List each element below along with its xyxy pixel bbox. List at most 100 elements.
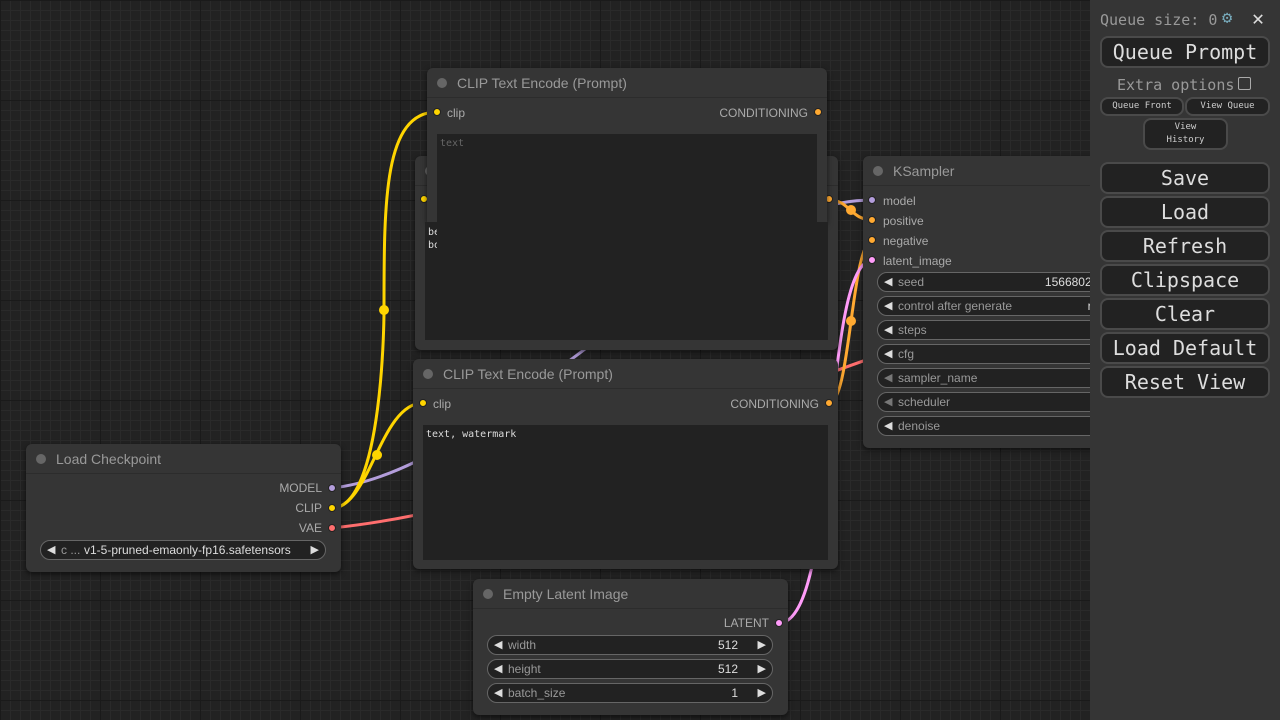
queue-front-button[interactable]: Queue Front — [1100, 97, 1184, 116]
text-line: bo — [428, 240, 441, 251]
node-title[interactable]: CLIP Text Encode (Prompt) — [413, 359, 838, 389]
collapse-dot[interactable] — [36, 454, 46, 464]
vae-output-slot[interactable] — [328, 524, 336, 532]
arrow-left-icon[interactable]: ◀ — [47, 544, 56, 556]
node-title-text: Load Checkpoint — [56, 451, 162, 467]
model-output-slot[interactable] — [328, 484, 336, 492]
widget-label: seed — [898, 275, 925, 289]
denoise-widget[interactable]: ◀ denoise — [877, 416, 1137, 436]
ksampler-node[interactable]: KSampler model positive negative latent_ima… — [863, 156, 1137, 448]
widget-value: 512 — [717, 662, 738, 676]
widget-value: 512 — [717, 638, 738, 652]
arrow-left-icon[interactable]: ◀ — [884, 396, 893, 408]
vae-output-label: VAE — [298, 521, 322, 535]
view-history-button[interactable]: View History — [1143, 118, 1228, 150]
menu-panel: Queue size: 0 ⚙ ✕ Queue Prompt Extra opt… — [1090, 0, 1280, 720]
positive-input-slot[interactable] — [868, 216, 876, 224]
gear-icon[interactable]: ⚙ — [1222, 8, 1233, 28]
sampler_name-widget[interactable]: ◀ sampler_name — [877, 368, 1137, 388]
model-input-slot[interactable] — [868, 196, 876, 204]
clip-output-label: CLIP — [295, 501, 322, 515]
model-input-label: model — [883, 194, 916, 208]
widget-value: v1-5-pruned-emaonly-fp16.safetensors — [84, 543, 291, 557]
clear-button[interactable]: Clear — [1100, 298, 1270, 330]
clip-text-encode-node-negative[interactable]: CLIP Text Encode (Prompt) clip CONDITION… — [413, 359, 838, 569]
load-checkpoint-node[interactable]: Load Checkpoint MODEL CLIP VAE ◀ c ... v… — [26, 444, 341, 572]
cfg-widget[interactable]: ◀ cfg — [877, 344, 1137, 364]
arrow-left-icon[interactable]: ◀ — [884, 276, 893, 288]
clip-input-slot[interactable] — [433, 108, 441, 116]
prompt-textarea[interactable]: text — [437, 134, 817, 222]
scheduler-widget[interactable]: ◀ scheduler — [877, 392, 1137, 412]
prompt-textarea[interactable]: text, watermark — [423, 425, 828, 560]
latent_image-input-slot[interactable] — [868, 256, 876, 264]
wire-midpoint[interactable] — [379, 305, 389, 315]
clip-output-slot[interactable] — [328, 504, 336, 512]
arrow-left-icon[interactable]: ◀ — [494, 639, 503, 651]
widget-label: c ... — [61, 543, 81, 557]
steps-widget[interactable]: ◀ steps — [877, 320, 1137, 340]
clip-input-label: clip — [447, 106, 466, 120]
widget-label: cfg — [898, 347, 915, 361]
height-widget[interactable]: ◀ height 512 ▶ — [487, 659, 773, 679]
latent-output-slot[interactable] — [775, 619, 783, 627]
clip-text-encode-node-positive[interactable]: CLIP Text Encode (Prompt) clip CONDITION… — [427, 68, 827, 222]
arrow-right-icon[interactable]: ▶ — [757, 687, 766, 699]
model-output-label: MODEL — [279, 481, 322, 495]
close-icon[interactable]: ✕ — [1252, 6, 1265, 30]
reset-view-button[interactable]: Reset View — [1100, 366, 1270, 398]
negative-input-slot[interactable] — [868, 236, 876, 244]
control-after-generate-widget[interactable]: ◀control after generateran — [877, 296, 1137, 316]
arrow-left-icon[interactable]: ◀ — [494, 663, 503, 675]
arrow-left-icon[interactable]: ◀ — [884, 420, 893, 432]
arrow-left-icon[interactable]: ◀ — [494, 687, 503, 699]
empty-latent-image-node[interactable]: Empty Latent Image LATENT ◀ width 512 ▶ ◀ hei… — [473, 579, 788, 715]
load-default-button[interactable]: Load Default — [1100, 332, 1270, 364]
seed-widget[interactable]: ◀ seed 156680208 — [877, 272, 1137, 292]
conditioning-output-slot[interactable] — [814, 108, 822, 116]
negative-input-label: negative — [883, 234, 929, 248]
collapse-dot[interactable] — [483, 589, 493, 599]
prompt-textarea-continuation[interactable] — [437, 222, 817, 340]
conditioning-output-slot[interactable] — [825, 399, 833, 407]
wire-midpoint[interactable] — [846, 316, 856, 326]
conditioning-output-label: CONDITIONING — [719, 106, 808, 120]
arrow-right-icon[interactable]: ▶ — [757, 663, 766, 675]
node-title[interactable]: Empty Latent Image — [473, 579, 788, 609]
text-line: be — [428, 227, 441, 238]
clipspace-button[interactable]: Clipspace — [1100, 264, 1270, 296]
batch_size-widget[interactable]: ◀ batch_size 1 ▶ — [487, 683, 773, 703]
wire-midpoint[interactable] — [846, 205, 856, 215]
clip-input-label: clip — [433, 397, 452, 411]
node-title-text: Empty Latent Image — [503, 586, 629, 602]
refresh-button[interactable]: Refresh — [1100, 230, 1270, 262]
wire-midpoint[interactable] — [372, 450, 382, 460]
widget-value: 1 — [731, 686, 738, 700]
widget-label: scheduler — [898, 395, 951, 409]
arrow-left-icon[interactable]: ◀ — [884, 300, 893, 312]
conditioning-output-label: CONDITIONING — [730, 397, 819, 411]
arrow-right-icon[interactable]: ▶ — [757, 639, 766, 651]
extra-options-checkbox[interactable] — [1238, 77, 1251, 90]
node-title[interactable]: CLIP Text Encode (Prompt) — [427, 68, 827, 98]
arrow-left-icon[interactable]: ◀ — [884, 348, 893, 360]
node-title[interactable]: KSampler — [863, 156, 1123, 186]
queue-prompt-button[interactable]: Queue Prompt — [1100, 36, 1270, 68]
arrow-right-icon[interactable]: ▶ — [310, 544, 319, 556]
node-title-text: CLIP Text Encode (Prompt) — [443, 366, 613, 382]
arrow-left-icon[interactable]: ◀ — [884, 372, 893, 384]
node-title[interactable]: Load Checkpoint — [26, 444, 341, 474]
save-button[interactable]: Save — [1100, 162, 1270, 194]
collapse-dot[interactable] — [423, 369, 433, 379]
collapse-dot[interactable] — [873, 166, 883, 176]
view-queue-button[interactable]: View Queue — [1185, 97, 1270, 116]
collapse-dot[interactable] — [437, 78, 447, 88]
queue-size-label: Queue size: 0 — [1100, 11, 1218, 29]
clip-input-slot[interactable] — [419, 399, 427, 407]
width-widget[interactable]: ◀ width 512 ▶ — [487, 635, 773, 655]
widget-label: denoise — [898, 419, 941, 433]
load-button[interactable]: Load — [1100, 196, 1270, 228]
arrow-left-icon[interactable]: ◀ — [884, 324, 893, 336]
ckpt-name-combo[interactable]: ◀ c ... v1-5-pruned-emaonly-fp16.safeten… — [40, 540, 326, 560]
positive-input-label: positive — [883, 214, 924, 228]
